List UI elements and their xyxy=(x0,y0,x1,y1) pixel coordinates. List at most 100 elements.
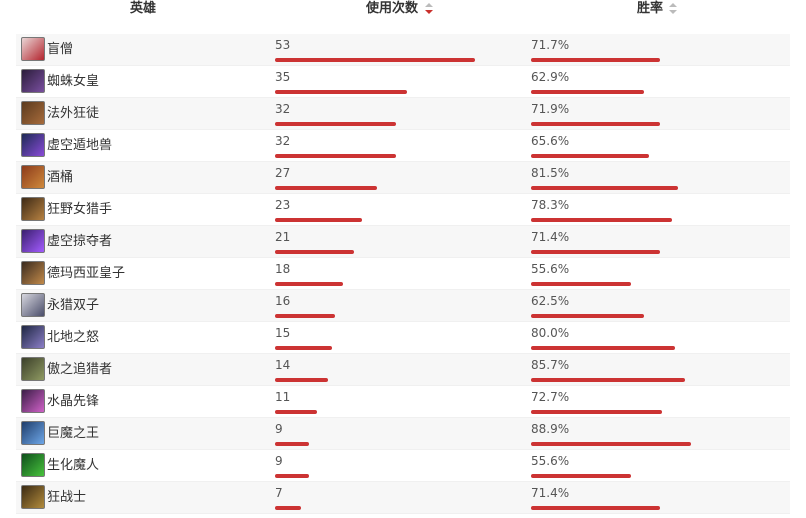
uses-bar xyxy=(275,506,301,510)
uses-count: 32 xyxy=(275,102,291,116)
uses-count: 11 xyxy=(275,390,291,404)
hero-avatar[interactable] xyxy=(21,229,45,253)
hero-name[interactable]: 狂野女猎手 xyxy=(47,202,113,217)
sort-desc-active-icon[interactable] xyxy=(425,2,433,16)
winrate-value: 55.6% xyxy=(531,262,570,276)
winrate-value: 71.4% xyxy=(531,486,570,500)
table-row: 永猎双子 16 62.5% xyxy=(16,290,790,322)
hero-name[interactable]: 北地之怒 xyxy=(47,330,100,345)
hero-avatar[interactable] xyxy=(21,101,45,125)
hero-avatar[interactable] xyxy=(21,485,45,509)
winrate-value: 65.6% xyxy=(531,134,570,148)
table-row: 巨魔之王 9 88.9% xyxy=(16,418,790,450)
table-row: 水晶先锋 11 72.7% xyxy=(16,386,790,418)
winrate-value: 71.4% xyxy=(531,230,570,244)
uses-bar xyxy=(275,218,362,222)
uses-bar xyxy=(275,410,317,414)
winrate-bar xyxy=(531,218,672,222)
table-row: 生化魔人 9 55.6% xyxy=(16,450,790,482)
hero-name[interactable]: 永猎双子 xyxy=(47,298,100,313)
winrate-value: 62.5% xyxy=(531,294,570,308)
table-row: 盲僧 53 71.7% xyxy=(16,34,790,66)
hero-name[interactable]: 盲僧 xyxy=(47,42,74,57)
uses-count: 35 xyxy=(275,70,291,84)
table-row: 酒桶 27 81.5% xyxy=(16,162,790,194)
hero-avatar[interactable] xyxy=(21,357,45,381)
hero-avatar[interactable] xyxy=(21,37,45,61)
winrate-value: 72.7% xyxy=(531,390,570,404)
hero-avatar[interactable] xyxy=(21,261,45,285)
winrate-value: 55.6% xyxy=(531,454,570,468)
winrate-bar xyxy=(531,410,662,414)
hero-avatar[interactable] xyxy=(21,293,45,317)
winrate-bar xyxy=(531,442,691,446)
winrate-value: 62.9% xyxy=(531,70,570,84)
hero-avatar[interactable] xyxy=(21,453,45,477)
hero-name[interactable]: 狂战士 xyxy=(47,490,87,505)
uses-bar xyxy=(275,250,354,254)
hero-avatar[interactable] xyxy=(21,165,45,189)
column-header-uses[interactable]: 使用次数 xyxy=(366,1,419,16)
hero-name[interactable]: 水晶先锋 xyxy=(47,394,100,409)
winrate-bar xyxy=(531,250,660,254)
winrate-bar xyxy=(531,378,685,382)
hero-name[interactable]: 生化魔人 xyxy=(47,458,100,473)
hero-name[interactable]: 德玛西亚皇子 xyxy=(47,266,126,281)
hero-name[interactable]: 虚空掠夺者 xyxy=(47,234,113,249)
sort-neutral-icon[interactable] xyxy=(669,2,677,16)
table-row: 虚空掠夺者 21 71.4% xyxy=(16,226,790,258)
uses-count: 53 xyxy=(275,38,291,52)
hero-avatar[interactable] xyxy=(21,69,45,93)
hero-name[interactable]: 巨魔之王 xyxy=(47,426,100,441)
uses-count: 16 xyxy=(275,294,291,308)
uses-bar xyxy=(275,58,475,62)
uses-count: 27 xyxy=(275,166,291,180)
hero-name[interactable]: 傲之追猎者 xyxy=(47,362,113,377)
winrate-bar xyxy=(531,282,631,286)
table-row: 傲之追猎者 14 85.7% xyxy=(16,354,790,386)
table-row: 德玛西亚皇子 18 55.6% xyxy=(16,258,790,290)
uses-count: 9 xyxy=(275,454,283,468)
winrate-value: 85.7% xyxy=(531,358,570,372)
column-header-winrate[interactable]: 胜率 xyxy=(637,1,664,16)
table-row: 狂战士 7 71.4% xyxy=(16,482,790,514)
table-row: 蜘蛛女皇 35 62.9% xyxy=(16,66,790,98)
table-header: 英雄 使用次数 胜率 xyxy=(0,0,806,24)
hero-avatar[interactable] xyxy=(21,197,45,221)
hero-avatar[interactable] xyxy=(21,133,45,157)
hero-stats-table: 盲僧 53 71.7% 蜘蛛女皇 35 62.9% 法外狂徒 32 71.9% 虚空遁地兽 32 65… xyxy=(16,34,790,514)
hero-name[interactable]: 酒桶 xyxy=(47,170,74,185)
winrate-value: 81.5% xyxy=(531,166,570,180)
hero-avatar[interactable] xyxy=(21,389,45,413)
table-row: 北地之怒 15 80.0% xyxy=(16,322,790,354)
uses-bar xyxy=(275,90,407,94)
uses-count: 21 xyxy=(275,230,291,244)
uses-bar xyxy=(275,154,396,158)
column-header-hero: 英雄 xyxy=(130,1,157,16)
hero-avatar[interactable] xyxy=(21,421,45,445)
hero-avatar[interactable] xyxy=(21,325,45,349)
hero-name[interactable]: 虚空遁地兽 xyxy=(47,138,113,153)
winrate-bar xyxy=(531,506,660,510)
uses-bar xyxy=(275,442,309,446)
winrate-bar xyxy=(531,474,631,478)
uses-bar xyxy=(275,346,332,350)
table-row: 狂野女猎手 23 78.3% xyxy=(16,194,790,226)
uses-bar xyxy=(275,474,309,478)
winrate-bar xyxy=(531,346,675,350)
winrate-bar xyxy=(531,90,644,94)
uses-count: 9 xyxy=(275,422,283,436)
uses-bar xyxy=(275,122,396,126)
table-row: 法外狂徒 32 71.9% xyxy=(16,98,790,130)
table-row: 虚空遁地兽 32 65.6% xyxy=(16,130,790,162)
uses-count: 23 xyxy=(275,198,291,212)
uses-bar xyxy=(275,314,335,318)
uses-count: 18 xyxy=(275,262,291,276)
uses-bar xyxy=(275,282,343,286)
uses-count: 15 xyxy=(275,326,291,340)
hero-name[interactable]: 蜘蛛女皇 xyxy=(47,74,100,89)
uses-count: 14 xyxy=(275,358,291,372)
uses-count: 32 xyxy=(275,134,291,148)
winrate-value: 80.0% xyxy=(531,326,570,340)
hero-name[interactable]: 法外狂徒 xyxy=(47,106,100,121)
